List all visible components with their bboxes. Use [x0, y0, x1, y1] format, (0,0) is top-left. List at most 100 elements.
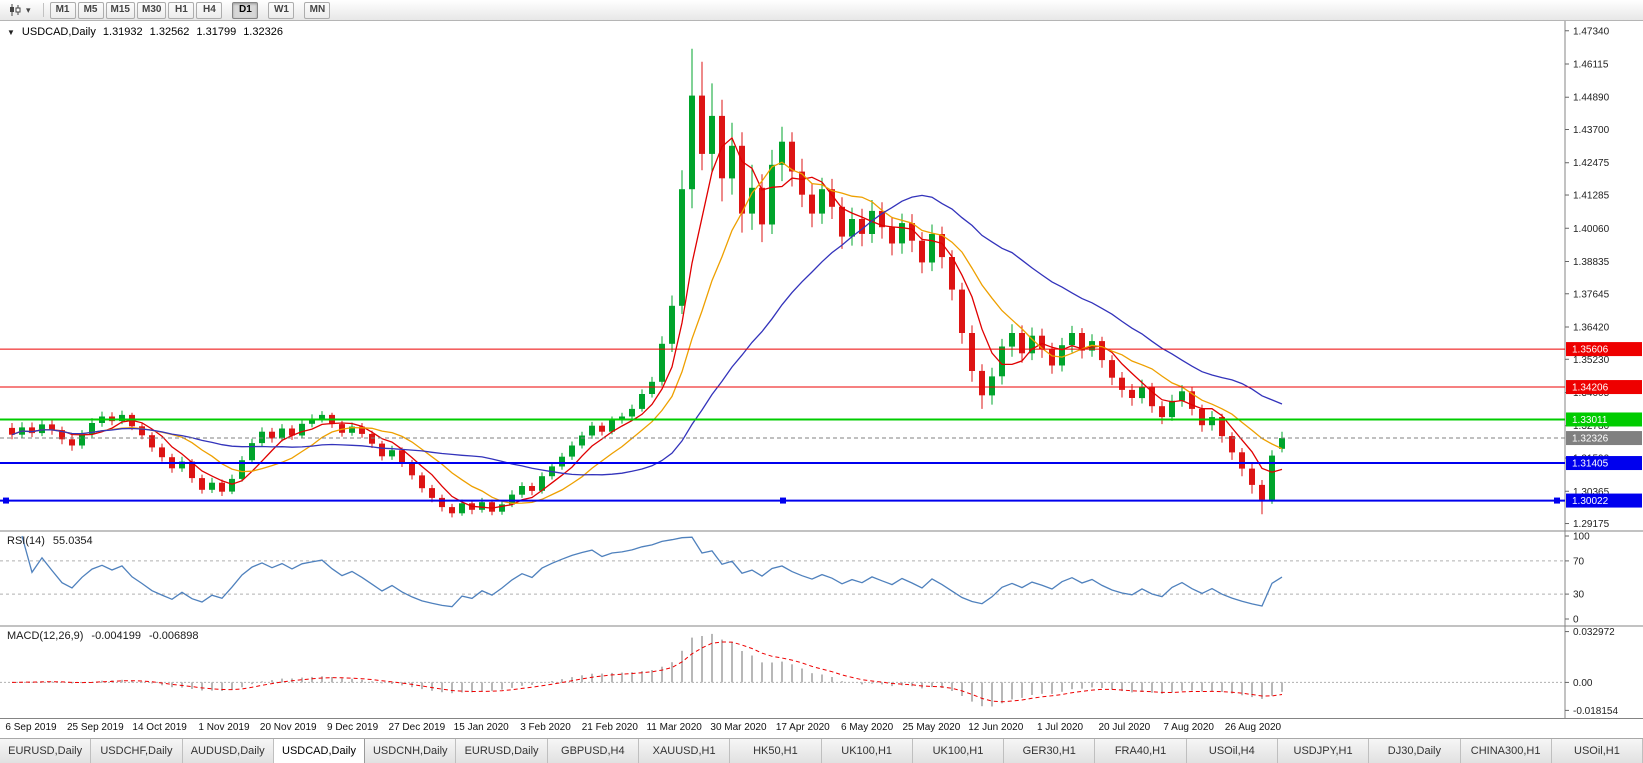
date-label: 12 Jun 2020 — [968, 722, 1024, 733]
timeframe-m15[interactable]: M15 — [105, 1, 135, 19]
candle-body — [1029, 335, 1035, 354]
candle-body — [1079, 333, 1085, 351]
svg-text:100: 100 — [1573, 532, 1590, 543]
chart-tab-usoil-h4[interactable]: USOil,H4 — [1186, 739, 1278, 763]
chart-tab-uk100-h1[interactable]: UK100,H1 — [912, 739, 1005, 763]
date-label: 1 Jul 2020 — [1036, 722, 1084, 733]
timeframe-d1[interactable]: D1 — [232, 1, 259, 19]
symbol-caret-icon[interactable]: ▼ — [7, 27, 15, 37]
high-value: 1.32562 — [149, 26, 190, 38]
candle-body — [279, 428, 285, 439]
svg-text:1.35606: 1.35606 — [1572, 345, 1609, 356]
candle-body — [929, 234, 935, 263]
timeframe-m1[interactable]: M1 — [49, 1, 76, 19]
chart-type-dropdown-caret-icon[interactable]: ▾ — [26, 5, 31, 15]
timeframe-w1[interactable]: W1 — [268, 1, 295, 19]
candle-body — [1099, 341, 1105, 361]
svg-text:1.32780: 1.32780 — [1573, 421, 1610, 432]
price-chart-canvas[interactable]: 1.47340 1.46115 1.44890 1.43700 1.42475 1.412… — [0, 21, 1643, 718]
candle-body — [1049, 349, 1055, 366]
candle-body — [1239, 452, 1245, 469]
candle-body — [299, 423, 305, 436]
date-label: 25 Sep 2019 — [66, 722, 124, 733]
svg-text:1.47340: 1.47340 — [1573, 26, 1610, 37]
hline-drag-handle[interactable] — [3, 497, 9, 504]
rsi-name: RSI(14) — [7, 535, 45, 547]
chart-tab-xauusd-h1[interactable]: XAUUSD,H1 — [638, 739, 731, 763]
timeframe-h1[interactable]: H1 — [168, 1, 195, 19]
chart-tab-gbpusd-h4[interactable]: GBPUSD,H4 — [547, 739, 639, 763]
candle-body — [1259, 484, 1265, 500]
candle-body — [459, 503, 465, 514]
candle-body — [119, 414, 125, 422]
price-tag — [1566, 412, 1642, 427]
date-label: 20 Nov 2019 — [259, 722, 317, 733]
candle-body — [1109, 360, 1115, 378]
chart-tab-uk100-h1[interactable]: UK100,H1 — [821, 739, 913, 763]
timeframe-m5[interactable]: M5 — [77, 1, 104, 19]
chart-tab-usdjpy-h1[interactable]: USDJPY,H1 — [1277, 739, 1370, 763]
candle-body — [539, 476, 545, 491]
chart-tab-dj30-daily[interactable]: DJ30,Daily — [1369, 739, 1461, 763]
candle-body — [959, 289, 965, 333]
chart-tab-usdcnh-daily[interactable]: USDCNH,Daily — [365, 739, 457, 763]
candle-body — [609, 420, 615, 432]
timeframe-mn[interactable]: MN — [304, 1, 331, 19]
chart-tab-ger30-h1[interactable]: GER30,H1 — [1004, 739, 1096, 763]
chart-tab-eurusd-daily[interactable]: EURUSD,Daily — [0, 739, 92, 763]
candle-body — [889, 227, 895, 244]
rsi-value: 55.0354 — [52, 535, 93, 547]
date-label: 27 Dec 2019 — [388, 722, 446, 733]
svg-text:1.29175: 1.29175 — [1573, 519, 1610, 530]
candle-body — [769, 164, 775, 225]
candle-body — [1039, 335, 1045, 350]
chart-tab-fra40-h1[interactable]: FRA40,H1 — [1095, 739, 1187, 763]
macd-signal-value: -0.006898 — [148, 630, 199, 642]
chart-tab-eurusd-daily[interactable]: EURUSD,Daily — [456, 739, 548, 763]
candle-body — [1139, 387, 1145, 399]
svg-text:1.31405: 1.31405 — [1572, 459, 1609, 470]
date-label: 30 Mar 2020 — [710, 722, 767, 733]
candlestick-chart-icon[interactable] — [5, 2, 25, 18]
chart-tab-hk50-h1[interactable]: HK50,H1 — [730, 739, 822, 763]
candle-body — [1169, 400, 1175, 418]
chart-tab-audusd-daily[interactable]: AUDUSD,Daily — [182, 739, 274, 763]
candle-body — [899, 223, 905, 244]
price-tag — [1566, 380, 1642, 395]
svg-text:-0.018154: -0.018154 — [1573, 706, 1618, 717]
candle-body — [309, 419, 315, 424]
candle-body — [779, 141, 785, 165]
candle-body — [269, 431, 275, 439]
svg-text:70: 70 — [1573, 556, 1585, 567]
candle-body — [629, 408, 635, 417]
symbol-ohlc-line[interactable]: ▼ USDCAD,Daily 1.31932 1.32562 1.31799 1… — [7, 26, 283, 38]
candle-body — [399, 450, 405, 463]
candle-body — [1199, 408, 1205, 426]
chart-tab-usdchf-daily[interactable]: USDCHF,Daily — [91, 739, 183, 763]
candle-body — [819, 189, 825, 214]
chart-tab-china300-h1[interactable]: CHINA300,H1 — [1460, 739, 1552, 763]
candle-body — [919, 240, 925, 263]
chart-tab-usdcad-daily[interactable]: USDCAD,Daily — [273, 739, 366, 763]
candle-body — [1219, 417, 1225, 437]
candle-body — [389, 450, 395, 457]
timeframe-m30[interactable]: M30 — [136, 1, 167, 19]
candle-body — [829, 189, 835, 207]
candle-body — [869, 210, 875, 234]
candle-body — [1019, 333, 1025, 354]
candle-body — [159, 447, 165, 458]
svg-text:0: 0 — [1573, 615, 1579, 626]
macd-name: MACD(12,26,9) — [7, 630, 84, 642]
chart-tab-usoil-h1[interactable]: USOil,H1 — [1551, 739, 1643, 763]
timeframe-h4[interactable]: H4 — [196, 1, 223, 19]
hline-drag-handle[interactable] — [1554, 497, 1560, 504]
hline-drag-handle[interactable] — [780, 497, 786, 504]
candle-body — [739, 145, 745, 214]
candle-body — [839, 206, 845, 237]
svg-text:1.32326: 1.32326 — [1572, 434, 1609, 445]
svg-text:1.34206: 1.34206 — [1572, 383, 1609, 394]
date-label: 15 Jan 2020 — [453, 722, 509, 733]
candle-body — [149, 435, 155, 448]
svg-text:1.44890: 1.44890 — [1573, 93, 1610, 104]
